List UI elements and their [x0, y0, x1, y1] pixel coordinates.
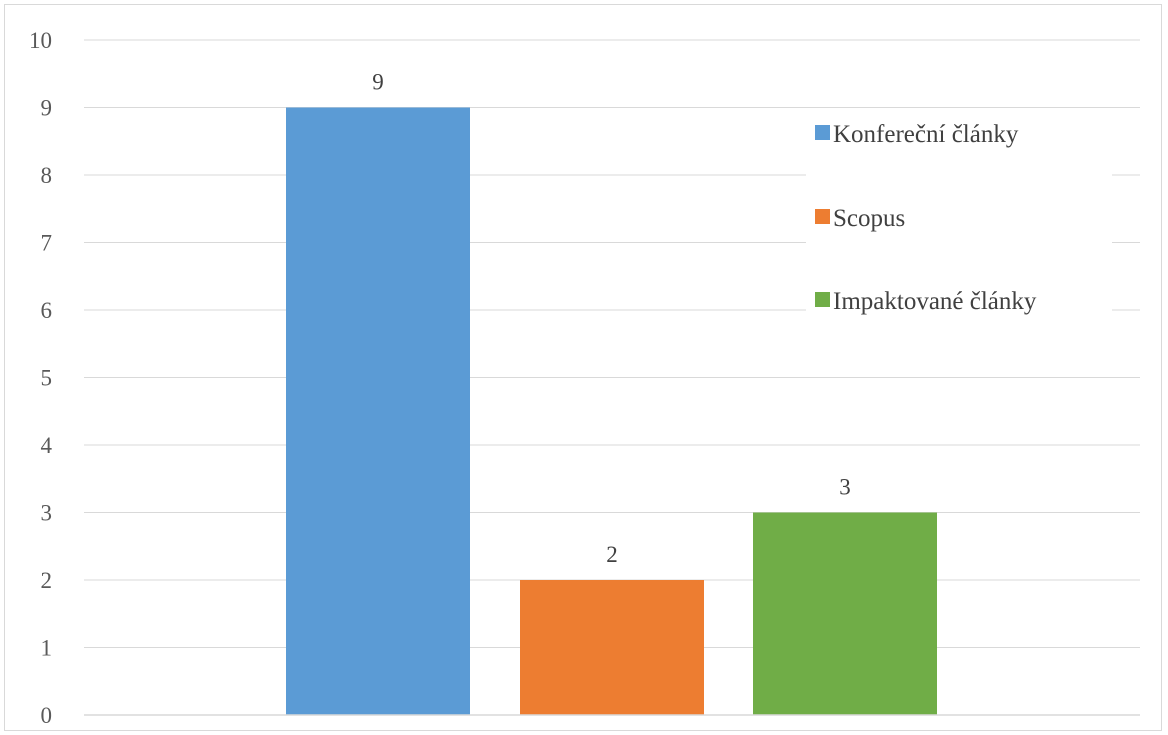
- y-tick-label: 0: [41, 703, 53, 728]
- data-label: 2: [606, 542, 618, 567]
- y-tick-label: 9: [41, 96, 53, 121]
- legend-background: [806, 110, 1112, 324]
- legend-label: Scopus: [833, 205, 905, 232]
- y-tick-label: 8: [41, 163, 53, 188]
- y-tick-label: 4: [41, 433, 53, 458]
- data-label: 9: [372, 70, 384, 95]
- bar-0: [286, 107, 470, 715]
- legend-swatch-1: [815, 209, 830, 224]
- bar-2: [753, 512, 937, 715]
- y-tick-label: 6: [41, 298, 53, 323]
- legend-swatch-2: [815, 292, 830, 307]
- bar-1: [520, 580, 704, 715]
- y-tick-label: 7: [41, 231, 53, 256]
- y-tick-label: 1: [41, 636, 53, 661]
- y-tick-label: 2: [41, 568, 53, 593]
- legend-label: Konfereční články: [833, 121, 1019, 148]
- legend-label: Impaktované články: [833, 288, 1037, 315]
- y-tick-label: 5: [41, 366, 53, 391]
- data-label: 3: [839, 475, 851, 500]
- y-tick-label: 3: [41, 501, 53, 526]
- legend-swatch-0: [815, 125, 830, 140]
- y-tick-label: 10: [29, 28, 52, 53]
